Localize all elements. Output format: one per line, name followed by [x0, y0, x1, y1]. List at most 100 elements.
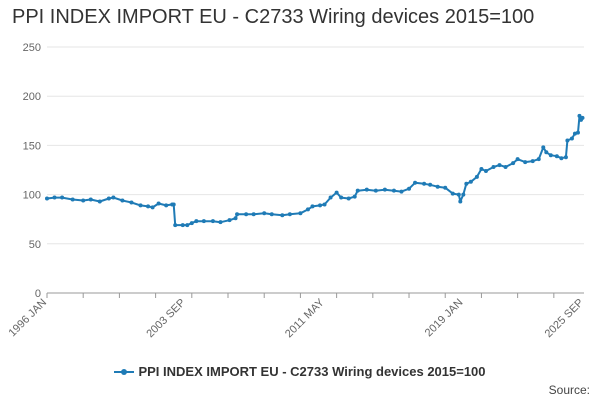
legend-line-icon [114, 368, 135, 375]
data-point[interactable] [235, 212, 240, 217]
data-point[interactable] [577, 113, 582, 118]
data-point[interactable] [364, 187, 369, 192]
data-point[interactable] [180, 223, 185, 228]
data-point[interactable] [355, 188, 360, 193]
data-point[interactable] [580, 115, 585, 120]
data-point[interactable] [138, 203, 143, 208]
data-point[interactable] [435, 184, 440, 189]
legend-label: PPI INDEX IMPORT EU - C2733 Wiring devic… [138, 364, 486, 379]
data-point[interactable] [334, 190, 339, 195]
data-point[interactable] [280, 213, 285, 218]
data-point[interactable] [318, 203, 323, 208]
y-tick-label: 100 [23, 190, 41, 202]
data-point[interactable] [60, 195, 65, 200]
data-point[interactable] [575, 130, 580, 135]
data-point[interactable] [173, 223, 178, 228]
data-point[interactable] [298, 211, 303, 216]
data-point[interactable] [310, 204, 315, 209]
data-point[interactable] [88, 197, 93, 202]
data-point[interactable] [503, 165, 508, 170]
data-point[interactable] [201, 219, 206, 224]
data-point[interactable] [468, 179, 473, 184]
data-point[interactable] [287, 212, 292, 217]
data-point[interactable] [565, 138, 570, 143]
data-point[interactable] [322, 202, 327, 207]
data-point[interactable] [185, 223, 190, 228]
data-point[interactable] [464, 181, 469, 186]
data-point[interactable] [52, 195, 57, 200]
x-tick-label: 2025 SEP [543, 297, 587, 341]
data-point[interactable] [146, 204, 151, 209]
data-point[interactable] [559, 156, 564, 161]
x-tick-label: 2011 MAY [283, 296, 327, 340]
data-point[interactable] [164, 203, 169, 208]
data-point[interactable] [474, 174, 479, 179]
data-point[interactable] [339, 195, 344, 200]
legend-item[interactable]: PPI INDEX IMPORT EU - C2733 Wiring devic… [114, 364, 486, 379]
y-tick-label: 0 [35, 288, 41, 300]
data-point[interactable] [269, 212, 274, 217]
data-point[interactable] [210, 219, 215, 224]
data-point[interactable] [97, 199, 102, 204]
data-point[interactable] [572, 131, 577, 136]
data-point[interactable] [106, 196, 111, 201]
data-point[interactable] [328, 195, 333, 200]
data-point[interactable] [541, 145, 546, 150]
data-point[interactable] [548, 153, 553, 158]
data-point[interactable] [194, 219, 199, 224]
y-axis-ticks: 0 50 100 150 200 250 [23, 42, 41, 300]
data-point[interactable] [352, 194, 357, 199]
data-point[interactable] [479, 167, 484, 172]
data-point[interactable] [391, 188, 396, 193]
data-point[interactable] [413, 180, 418, 185]
data-point[interactable] [120, 198, 125, 203]
data-point[interactable] [456, 192, 461, 197]
data-point[interactable] [45, 196, 49, 201]
legend: PPI INDEX IMPORT EU - C2733 Wiring devic… [0, 364, 600, 380]
source-label: Source: [548, 383, 590, 397]
data-point[interactable] [554, 154, 559, 159]
data-point[interactable] [346, 196, 351, 201]
data-point[interactable] [483, 168, 488, 173]
data-point[interactable] [407, 186, 412, 191]
data-point[interactable] [523, 160, 528, 165]
data-point[interactable] [530, 159, 535, 164]
data-point[interactable] [461, 192, 466, 197]
data-point[interactable] [515, 157, 520, 162]
data-point[interactable] [536, 157, 541, 162]
data-point[interactable] [150, 205, 155, 210]
data-point[interactable] [569, 136, 574, 141]
data-point[interactable] [373, 188, 378, 193]
y-tick-label: 150 [23, 140, 41, 152]
data-point[interactable] [305, 207, 310, 212]
data-point[interactable] [156, 201, 161, 206]
chart-title: PPI INDEX IMPORT EU - C2733 Wiring devic… [12, 6, 535, 28]
data-point[interactable] [497, 163, 502, 168]
data-point[interactable] [171, 202, 176, 207]
data-point[interactable] [544, 150, 549, 155]
data-point[interactable] [399, 189, 404, 194]
data-point[interactable] [81, 198, 86, 203]
data-point[interactable] [189, 221, 194, 226]
data-point[interactable] [422, 181, 427, 186]
data-point[interactable] [251, 212, 256, 217]
data-point[interactable] [428, 182, 433, 187]
data-point[interactable] [443, 185, 448, 190]
data-point[interactable] [491, 165, 496, 170]
data-point[interactable] [111, 195, 116, 200]
data-point[interactable] [233, 216, 238, 221]
y-tick-label: 200 [23, 91, 41, 103]
data-point[interactable] [450, 191, 455, 196]
data-point[interactable] [227, 218, 232, 223]
data-point[interactable] [244, 212, 249, 217]
data-point[interactable] [218, 220, 223, 225]
data-point[interactable] [511, 161, 516, 166]
data-point[interactable] [262, 211, 267, 216]
data-point[interactable] [458, 199, 463, 204]
data-point[interactable] [563, 155, 568, 160]
data-point[interactable] [70, 197, 75, 202]
data-point[interactable] [129, 200, 134, 205]
series-line [46, 114, 584, 227]
data-point[interactable] [382, 187, 387, 192]
